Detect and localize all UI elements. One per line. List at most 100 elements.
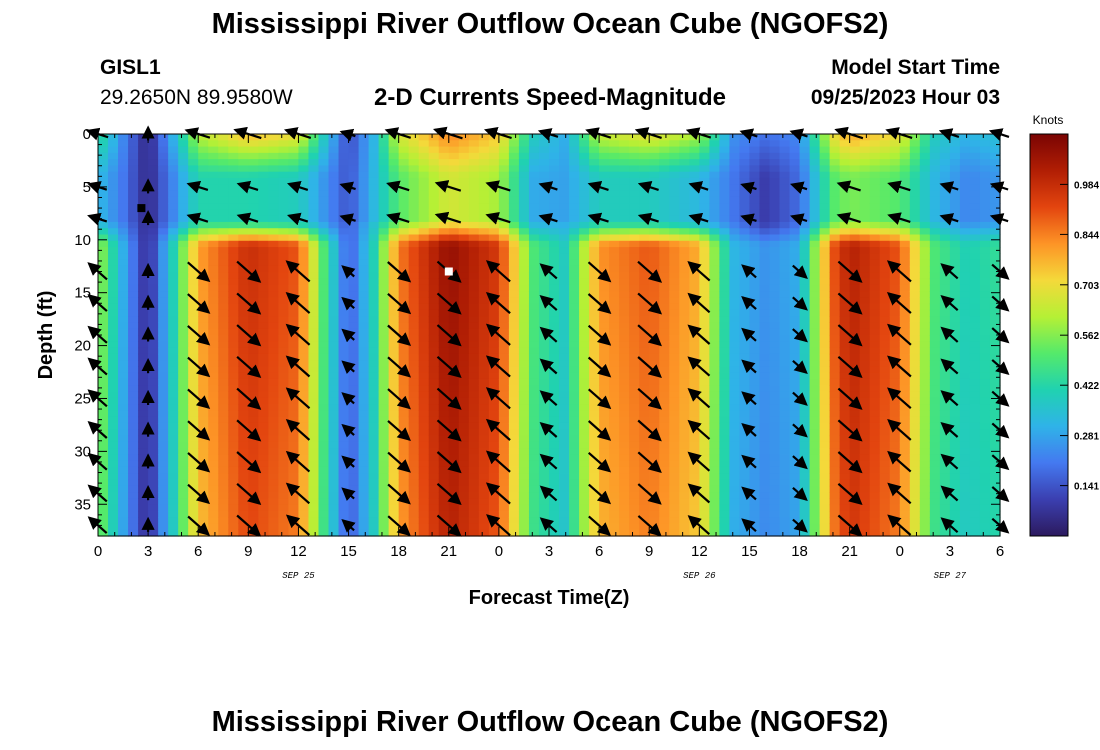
heatmap-cell <box>829 272 841 280</box>
heatmap-cell <box>258 473 269 481</box>
heatmap-cell <box>428 328 440 336</box>
heatmap-cell <box>528 177 540 185</box>
heatmap-cell <box>218 165 229 173</box>
heatmap-cell <box>258 316 269 324</box>
heatmap-cell <box>398 448 410 455</box>
heatmap-cell <box>378 328 390 336</box>
heatmap-cell <box>559 466 570 474</box>
heatmap-cell <box>218 529 229 537</box>
heatmap-cell <box>869 523 881 531</box>
heatmap-cell <box>178 177 189 185</box>
heatmap-cell <box>458 385 470 393</box>
heatmap-cell <box>168 523 179 531</box>
heatmap-cell <box>348 448 360 455</box>
heatmap-cell <box>599 422 610 430</box>
heatmap-cell <box>829 303 841 311</box>
heatmap-cell <box>458 240 470 248</box>
heatmap-cell <box>518 322 530 330</box>
heatmap-cell <box>779 253 791 261</box>
heatmap-cell <box>589 372 600 380</box>
heatmap-cell <box>518 460 530 468</box>
heatmap-cell <box>799 416 811 424</box>
heatmap-cell <box>609 466 620 474</box>
heatmap-cell <box>388 228 400 236</box>
heatmap-cell <box>438 372 450 380</box>
heatmap-cell <box>348 473 360 481</box>
heatmap-cell <box>689 165 700 173</box>
heatmap-cell <box>609 492 620 499</box>
heatmap-cell <box>348 378 360 386</box>
heatmap-cell <box>839 510 851 518</box>
heatmap-cell <box>528 498 540 506</box>
heatmap-cell <box>148 328 159 336</box>
heatmap-cell <box>188 159 199 167</box>
heatmap-cell <box>508 429 520 437</box>
heatmap-cell <box>308 309 320 317</box>
heatmap-cell <box>769 134 781 141</box>
heatmap-cell <box>198 203 209 210</box>
heatmap-cell <box>709 240 720 248</box>
heatmap-cell <box>298 159 310 167</box>
heatmap-cell <box>699 517 710 525</box>
heatmap-cell <box>478 485 490 493</box>
heatmap-cell <box>669 228 680 236</box>
heatmap-cell <box>538 303 550 311</box>
heatmap-cell <box>518 328 530 336</box>
heatmap-cell <box>198 291 209 298</box>
heatmap-cell <box>609 228 620 236</box>
heatmap-cell <box>118 328 129 336</box>
heatmap-cell <box>579 335 590 342</box>
heatmap-cell <box>238 378 249 386</box>
heatmap-cell <box>368 228 380 236</box>
heatmap-cell <box>508 297 520 305</box>
heatmap-cell <box>178 454 189 462</box>
heatmap-cell <box>769 284 781 292</box>
heatmap-cell <box>559 316 570 324</box>
heatmap-cell <box>809 196 821 204</box>
heatmap-cell <box>338 278 350 286</box>
heatmap-cell <box>128 391 139 399</box>
heatmap-cell <box>679 366 690 374</box>
heatmap-cell <box>589 297 600 305</box>
heatmap-cell <box>408 328 420 336</box>
heatmap-cell <box>408 247 420 254</box>
heatmap-cell <box>589 146 600 154</box>
heatmap-cell <box>148 184 159 192</box>
heatmap-cell <box>809 485 821 493</box>
heatmap-cell <box>208 360 219 368</box>
heatmap-cell <box>629 510 640 518</box>
heatmap-cell <box>198 196 209 204</box>
heatmap-cell <box>498 190 510 198</box>
heatmap-cell <box>268 422 279 430</box>
heatmap-cell <box>859 397 871 405</box>
heatmap-cell <box>669 341 680 349</box>
heatmap-cell <box>138 510 149 518</box>
heatmap-cell <box>418 498 430 506</box>
heatmap-cell <box>428 435 440 443</box>
heatmap-cell <box>398 209 410 217</box>
heatmap-cell <box>859 303 871 311</box>
heatmap-cell <box>368 309 380 317</box>
heatmap-cell <box>218 372 229 380</box>
heatmap-cell <box>679 454 690 462</box>
heatmap-cell <box>769 177 781 185</box>
heatmap-cell <box>478 498 490 506</box>
heatmap-cell <box>418 529 430 537</box>
heatmap-cell <box>488 165 500 173</box>
heatmap-cell <box>789 190 801 198</box>
heatmap-cell <box>108 215 119 223</box>
heatmap-cell <box>649 316 660 324</box>
heatmap-cell <box>579 485 590 493</box>
heatmap-cell <box>118 159 129 167</box>
heatmap-cell <box>98 177 109 185</box>
heatmap-cell <box>138 240 149 248</box>
heatmap-cell <box>158 416 169 424</box>
heatmap-cell <box>388 240 400 248</box>
heatmap-cell <box>669 215 680 223</box>
heatmap-cell <box>599 171 610 179</box>
heatmap-cell <box>158 265 169 273</box>
heatmap-cell <box>579 410 590 418</box>
heatmap-cell <box>739 448 751 455</box>
heatmap-cell <box>458 177 470 185</box>
heatmap-cell <box>118 316 129 324</box>
